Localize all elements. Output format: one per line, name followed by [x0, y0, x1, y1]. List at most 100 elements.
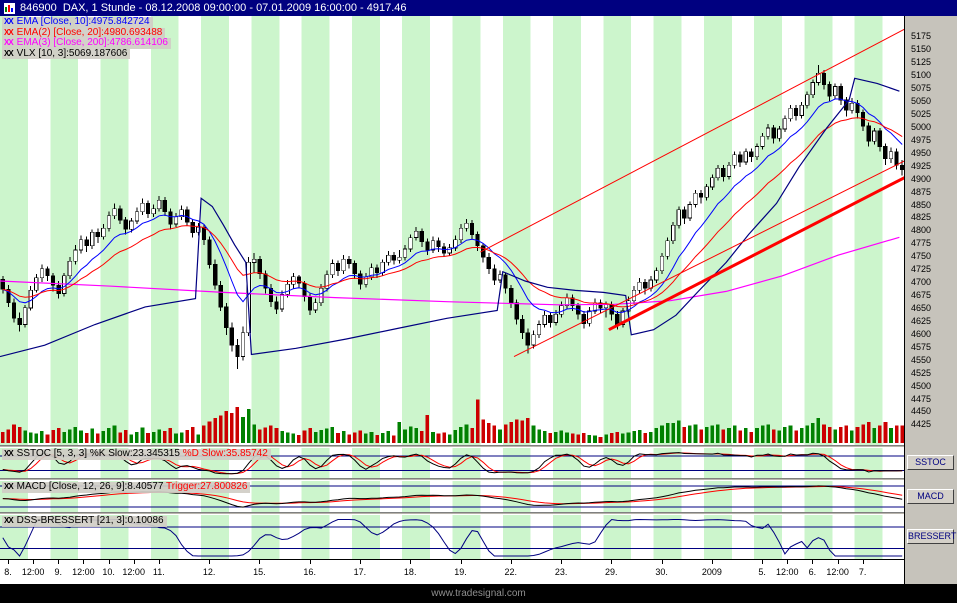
- time-axis-label: 8.: [4, 567, 12, 577]
- window-titlebar[interactable]: 846900 DAX, 1 Stunde - 08.12.2008 09:00:…: [0, 0, 957, 16]
- indicator-legend-row[interactable]: XX EMA [Close, 10]:4975.842724: [2, 16, 153, 28]
- price-axis-label: 4475: [911, 393, 932, 404]
- price-axis-label: 5125: [911, 57, 932, 68]
- price-axis-label: 4750: [911, 251, 932, 262]
- time-axis-tick: [410, 560, 412, 564]
- time-axis-label: 22.: [504, 567, 518, 577]
- time-axis-label: 17.: [353, 567, 367, 577]
- price-axis-label: 4850: [911, 199, 932, 210]
- time-axis-tick: [359, 560, 361, 564]
- legend-toggle-icon[interactable]: XX: [4, 38, 14, 47]
- legend-toggle-icon[interactable]: XX: [4, 516, 14, 525]
- dss-bressert-panel[interactable]: XX DSS-BRESSERT [21, 3]:0.10086: [0, 515, 904, 559]
- time-axis-label: 16.: [303, 567, 316, 577]
- session-stripes: [0, 16, 883, 445]
- indicator-legend-row[interactable]: XX MACD [Close, 12, 26, 9]:8.40577 Trigge…: [2, 481, 251, 493]
- price-axis-label: 4550: [911, 354, 932, 365]
- watermark: www.tradesignal.com: [431, 588, 526, 599]
- legend-toggle-icon[interactable]: XX: [4, 482, 14, 491]
- time-axis-label: 30.: [655, 567, 668, 577]
- time-axis-tick: [812, 560, 814, 564]
- indicator-legend-row[interactable]: XX DSS-BRESSERT [21, 3]:0.10086: [2, 515, 167, 527]
- time-axis-label: 12:00: [72, 567, 95, 577]
- price-axis-label: 4575: [911, 341, 932, 352]
- legend-toggle-icon[interactable]: XX: [4, 17, 14, 26]
- price-axis-label: 4700: [911, 277, 932, 288]
- price-axis-label: 4775: [911, 238, 932, 249]
- time-axis-label: 12:00: [122, 567, 145, 577]
- dss-chart-canvas[interactable]: [0, 515, 904, 559]
- price-axis-label: 4600: [911, 328, 932, 339]
- time-axis-tick: [158, 560, 160, 564]
- legend-toggle-icon[interactable]: XX: [4, 27, 14, 37]
- volume-bars: [1, 399, 904, 443]
- price-axis-label: 4975: [911, 134, 932, 145]
- price-axis-label: 4650: [911, 302, 932, 313]
- price-axis-label: 5050: [911, 96, 932, 106]
- price-axis-label: 5075: [911, 83, 932, 94]
- price-axis-label: 4825: [911, 212, 932, 223]
- price-axis-label: 4450: [911, 406, 932, 417]
- time-axis-label: 18.: [403, 567, 417, 577]
- indicator-legend-row[interactable]: XX SSTOC [5, 3, 3] %K Slow:23.345315 %D S…: [2, 448, 271, 460]
- time-axis-tick: [58, 560, 60, 564]
- time-axis-label: 6.: [808, 567, 817, 577]
- time-axis-tick: [762, 560, 764, 564]
- time-axis-tick: [133, 560, 135, 564]
- time-axis-label: 29.: [605, 567, 618, 577]
- legend-text: DSS-BRESSERT [21, 3]:0.10086: [16, 515, 164, 526]
- price-axis-label: 4500: [911, 380, 932, 391]
- price-axis-label: 4900: [911, 173, 932, 184]
- legend-text: SSTOC [5, 3, 3] %K Slow:23.345315: [16, 448, 183, 459]
- macd-panel[interactable]: XX MACD [Close, 12, 26, 9]:8.40577 Trigge…: [0, 481, 904, 512]
- price-axis-label: 5150: [911, 44, 932, 55]
- watermark-bar: www.tradesignal.com: [0, 584, 957, 603]
- indicator-legend-row[interactable]: XX VLX [10, 3]:5069.187606: [2, 48, 131, 59]
- time-axis-tick: [561, 560, 563, 564]
- window-title: 846900 DAX, 1 Stunde - 08.12.2008 09:00:…: [20, 2, 407, 14]
- legend-toggle-icon[interactable]: XX: [4, 48, 14, 58]
- time-axis-tick: [33, 560, 35, 564]
- time-axis-tick: [661, 560, 663, 564]
- time-axis-tick: [787, 560, 789, 564]
- dss-panel-legend: XX DSS-BRESSERT [21, 3]:0.10086: [2, 515, 167, 527]
- price-axis-label: 5000: [911, 121, 932, 132]
- time-axis-tick: [611, 560, 613, 564]
- price-panel[interactable]: XX EMA [Close, 10]:4975.842724 XX EMA(2) [C…: [0, 16, 904, 445]
- time-axis-tick: [837, 560, 839, 564]
- macd-panel-button[interactable]: MACD: [907, 489, 954, 504]
- time-axis-tick: [8, 560, 9, 564]
- panel-splitter[interactable]: [0, 512, 904, 515]
- price-axis-label: 4675: [911, 290, 932, 300]
- time-axis-tick: [259, 560, 261, 564]
- sstoc-panel[interactable]: XX SSTOC [5, 3, 3] %K Slow:23.345315 %D S…: [0, 448, 904, 478]
- time-axis-label: 11.: [152, 567, 165, 577]
- price-chart-canvas[interactable]: [0, 16, 904, 445]
- legend-text: EMA [Close, 10]:4975.842724: [16, 16, 150, 27]
- panel-splitter[interactable]: [0, 445, 904, 448]
- time-axis-tick: [108, 560, 110, 564]
- time-axis-tick: [510, 560, 512, 564]
- price-panel-legend: XX EMA [Close, 10]:4975.842724 XX EMA(2) [C…: [2, 16, 171, 59]
- price-axis-label: 4525: [911, 367, 932, 378]
- chart-body: XX EMA [Close, 10]:4975.842724 XX EMA(2) [C…: [0, 16, 957, 584]
- dss-panel-button[interactable]: BRESSERT: [907, 529, 956, 544]
- panel-splitter[interactable]: [0, 478, 904, 481]
- indicator-legend-row[interactable]: XX EMA(3) [Close, 200]:4786.614106: [2, 37, 171, 49]
- price-axis[interactable]: SSTOC MACD BRESSERT 5175 5150 5125 5100 5075…: [905, 16, 957, 584]
- time-axis-label: 19.: [454, 567, 467, 577]
- sstoc-panel-button[interactable]: SSTOC: [907, 455, 954, 470]
- legend-text: Trigger:27.800826: [166, 481, 248, 492]
- time-axis[interactable]: 8. 12:00 9. 12:00 10. 12:00 11. 12. 15. 16. 17. 18.…: [0, 559, 904, 584]
- legend-text: MACD [Close, 12, 26, 9]:8.40577: [16, 481, 167, 492]
- time-axis-label: 12.: [202, 567, 216, 577]
- candles: [0, 64, 904, 369]
- price-axis-label: 4925: [911, 160, 932, 171]
- indicator-legend-row[interactable]: XX EMA(2) [Close, 20]:4980.693488: [2, 26, 166, 38]
- price-axis-label: 5175: [911, 31, 932, 42]
- legend-text: EMA(2) [Close, 20]:4980.693488: [16, 26, 163, 38]
- time-axis-label: 10.: [102, 567, 115, 577]
- legend-toggle-icon[interactable]: XX: [4, 449, 14, 458]
- time-axis-tick: [711, 560, 713, 564]
